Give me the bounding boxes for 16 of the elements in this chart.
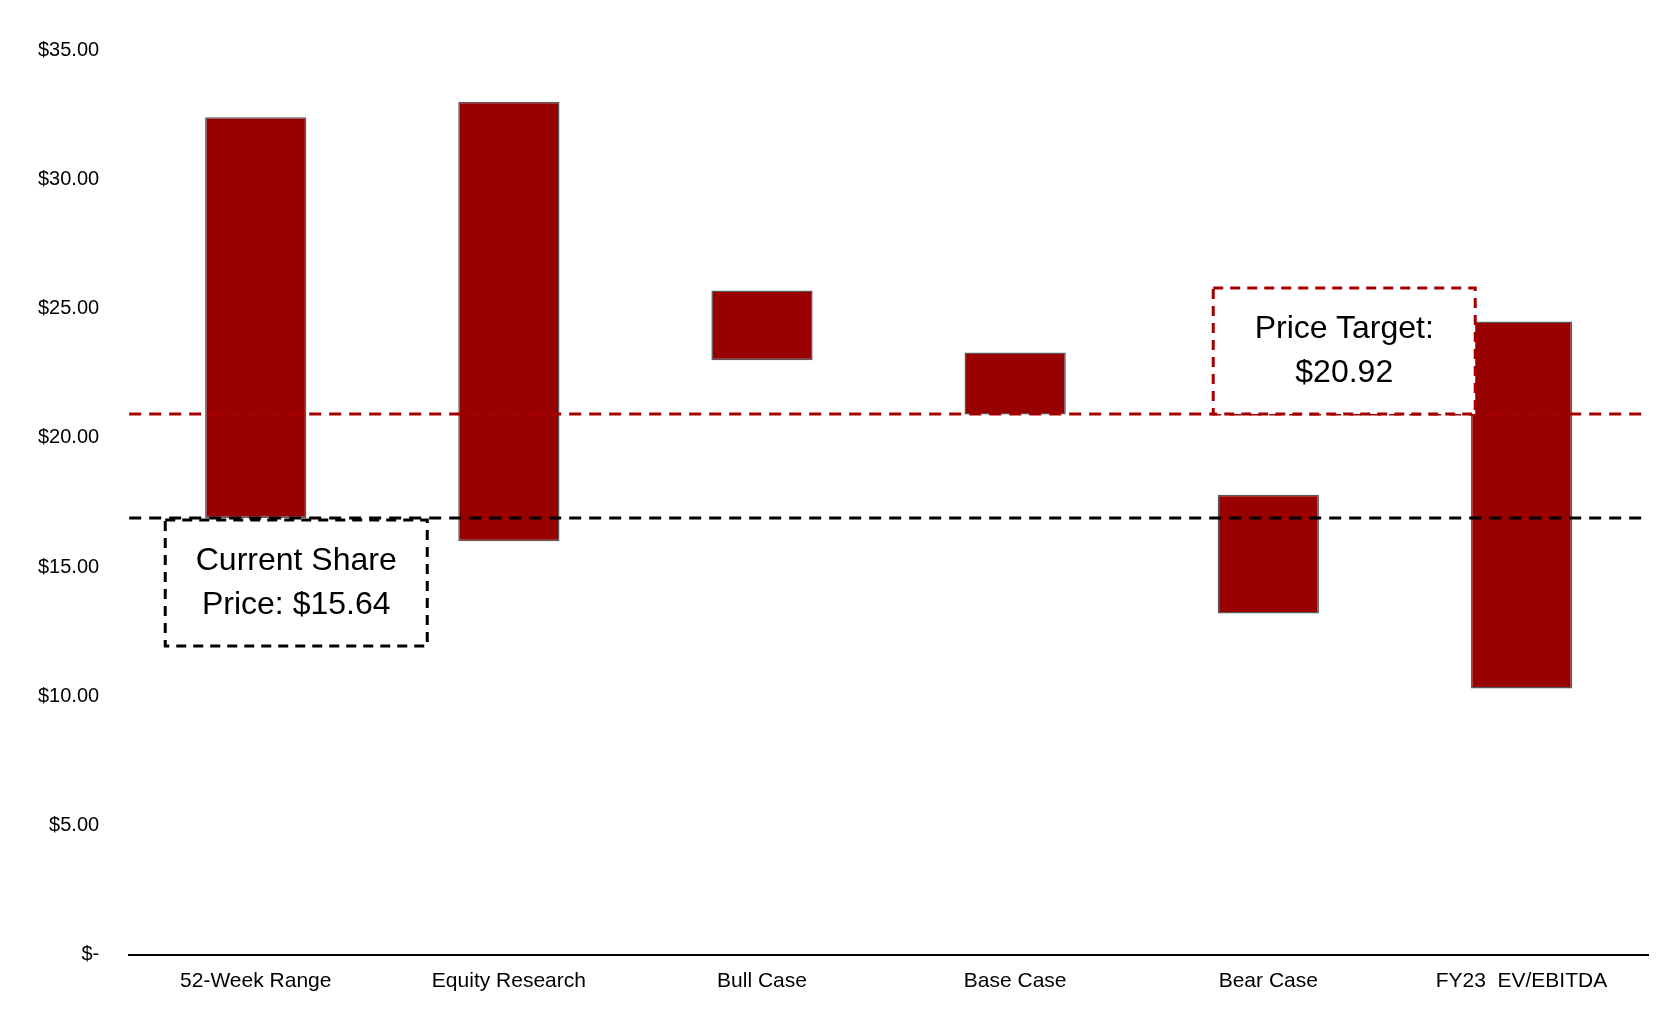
annotation: Current Share Price: $15.64 — [195, 540, 397, 621]
y-tick-label: $5.00 — [49, 813, 100, 836]
y-tick-label: $35.00 — [38, 37, 100, 60]
x-tick-label: FY23 EV/EBITDA — [1435, 968, 1608, 992]
y-tick-label: $15.00 — [38, 554, 100, 577]
x-tick-label: 52-Week Range — [180, 968, 332, 992]
x-tick-label: Bear Case — [1218, 968, 1318, 992]
y-tick-label: $25.00 — [38, 296, 100, 319]
ref-line-label: Price Target: $20.92 — [1254, 308, 1434, 389]
y-tick-label: $30.00 — [38, 166, 100, 189]
x-tick-label: Bull Case — [717, 968, 807, 992]
x-tick-label: Equity Research — [431, 968, 586, 992]
y-tick-label: $- — [81, 942, 100, 965]
x-tick-label: Base Case — [963, 968, 1067, 992]
y-tick-label: $20.00 — [38, 425, 100, 448]
y-tick-label: $10.00 — [38, 683, 100, 706]
